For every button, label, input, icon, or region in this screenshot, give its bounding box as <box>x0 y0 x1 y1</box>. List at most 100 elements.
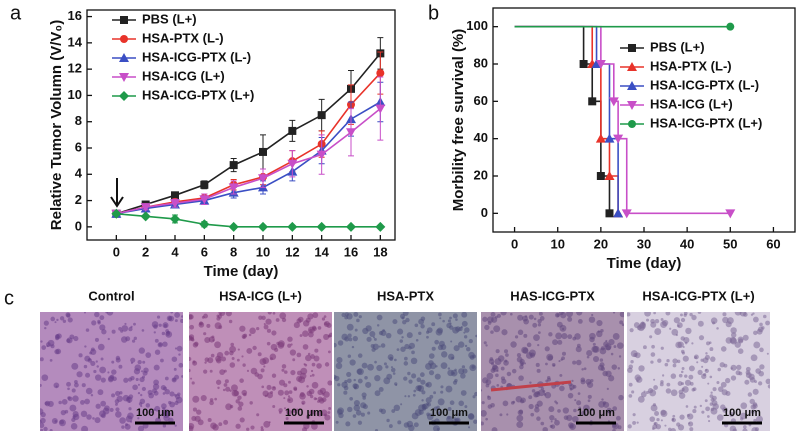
cell <box>263 324 269 330</box>
cell <box>85 372 91 378</box>
cell <box>653 422 657 425</box>
cell <box>458 400 465 407</box>
cell <box>311 381 319 389</box>
cell <box>334 342 337 348</box>
cell <box>619 312 624 318</box>
cell <box>71 388 76 393</box>
cell <box>567 334 573 340</box>
cell <box>559 385 565 392</box>
cell <box>605 339 608 343</box>
cell <box>752 402 758 407</box>
cell <box>287 343 292 348</box>
cell <box>766 352 769 355</box>
cell <box>672 363 677 368</box>
scale-bar-label: 100 μm <box>136 407 174 419</box>
cell <box>510 312 513 316</box>
cell <box>532 322 538 328</box>
cell <box>225 403 232 411</box>
cell <box>312 312 319 319</box>
cell <box>697 369 703 376</box>
cell <box>754 380 757 384</box>
cell <box>435 328 443 336</box>
cell <box>262 357 270 364</box>
cell <box>691 342 694 345</box>
cell <box>286 409 292 415</box>
cell <box>712 387 717 392</box>
cell <box>402 319 407 325</box>
cell <box>596 330 603 338</box>
cell <box>725 321 732 328</box>
cell <box>97 319 101 324</box>
cell <box>710 397 715 402</box>
cell <box>483 341 487 345</box>
cell <box>571 379 574 383</box>
cell <box>353 400 360 407</box>
cell <box>612 406 618 411</box>
cell <box>722 316 729 324</box>
cell <box>389 356 394 361</box>
cell <box>324 362 330 367</box>
cell <box>94 374 102 381</box>
cell <box>43 426 48 431</box>
cell <box>191 381 195 385</box>
cell <box>128 377 133 382</box>
cell <box>270 343 278 351</box>
cell <box>176 345 183 352</box>
cell <box>204 361 207 364</box>
cell <box>617 367 621 370</box>
y-tick-label: 14 <box>68 34 83 49</box>
cell <box>309 409 315 415</box>
cell <box>137 417 140 420</box>
cell <box>566 312 574 318</box>
cell <box>169 401 176 408</box>
cell <box>293 386 298 391</box>
x-tick-label: 20 <box>594 236 608 251</box>
histology-image <box>40 312 183 431</box>
cell <box>437 344 444 351</box>
cell <box>278 379 286 386</box>
cell <box>688 374 694 380</box>
cell <box>362 396 366 400</box>
scale-bar-label: 100 μm <box>577 407 615 419</box>
cell <box>701 365 704 368</box>
cell <box>528 395 533 400</box>
cell <box>269 357 273 361</box>
cell <box>78 353 83 358</box>
cell <box>120 329 124 333</box>
cell <box>705 368 708 372</box>
marker <box>171 191 179 200</box>
cell <box>115 357 121 363</box>
y-tick-label: 40 <box>474 130 488 145</box>
cell <box>115 411 122 418</box>
cell <box>192 407 197 412</box>
cell <box>310 422 318 430</box>
cell <box>67 317 73 323</box>
cell <box>386 373 393 380</box>
cell <box>196 409 202 415</box>
cell <box>85 387 93 395</box>
cell <box>153 364 160 371</box>
cell <box>454 378 458 383</box>
cell <box>740 402 748 410</box>
cell <box>385 365 389 369</box>
cell <box>141 329 145 332</box>
cell <box>97 389 104 396</box>
cell <box>679 414 685 420</box>
cell <box>670 373 677 379</box>
cell <box>207 417 212 422</box>
x-tick-label: 30 <box>637 236 651 251</box>
cell <box>441 351 448 358</box>
cell <box>421 399 424 402</box>
cell <box>376 364 383 372</box>
cell <box>632 413 636 417</box>
histology-image <box>481 312 624 431</box>
cell <box>442 319 445 323</box>
cell <box>119 417 126 424</box>
cell <box>437 411 442 416</box>
cell <box>550 420 553 423</box>
cell <box>670 427 676 431</box>
cell <box>406 332 413 339</box>
cell <box>44 326 47 330</box>
cell <box>440 390 444 394</box>
cell <box>485 383 490 388</box>
